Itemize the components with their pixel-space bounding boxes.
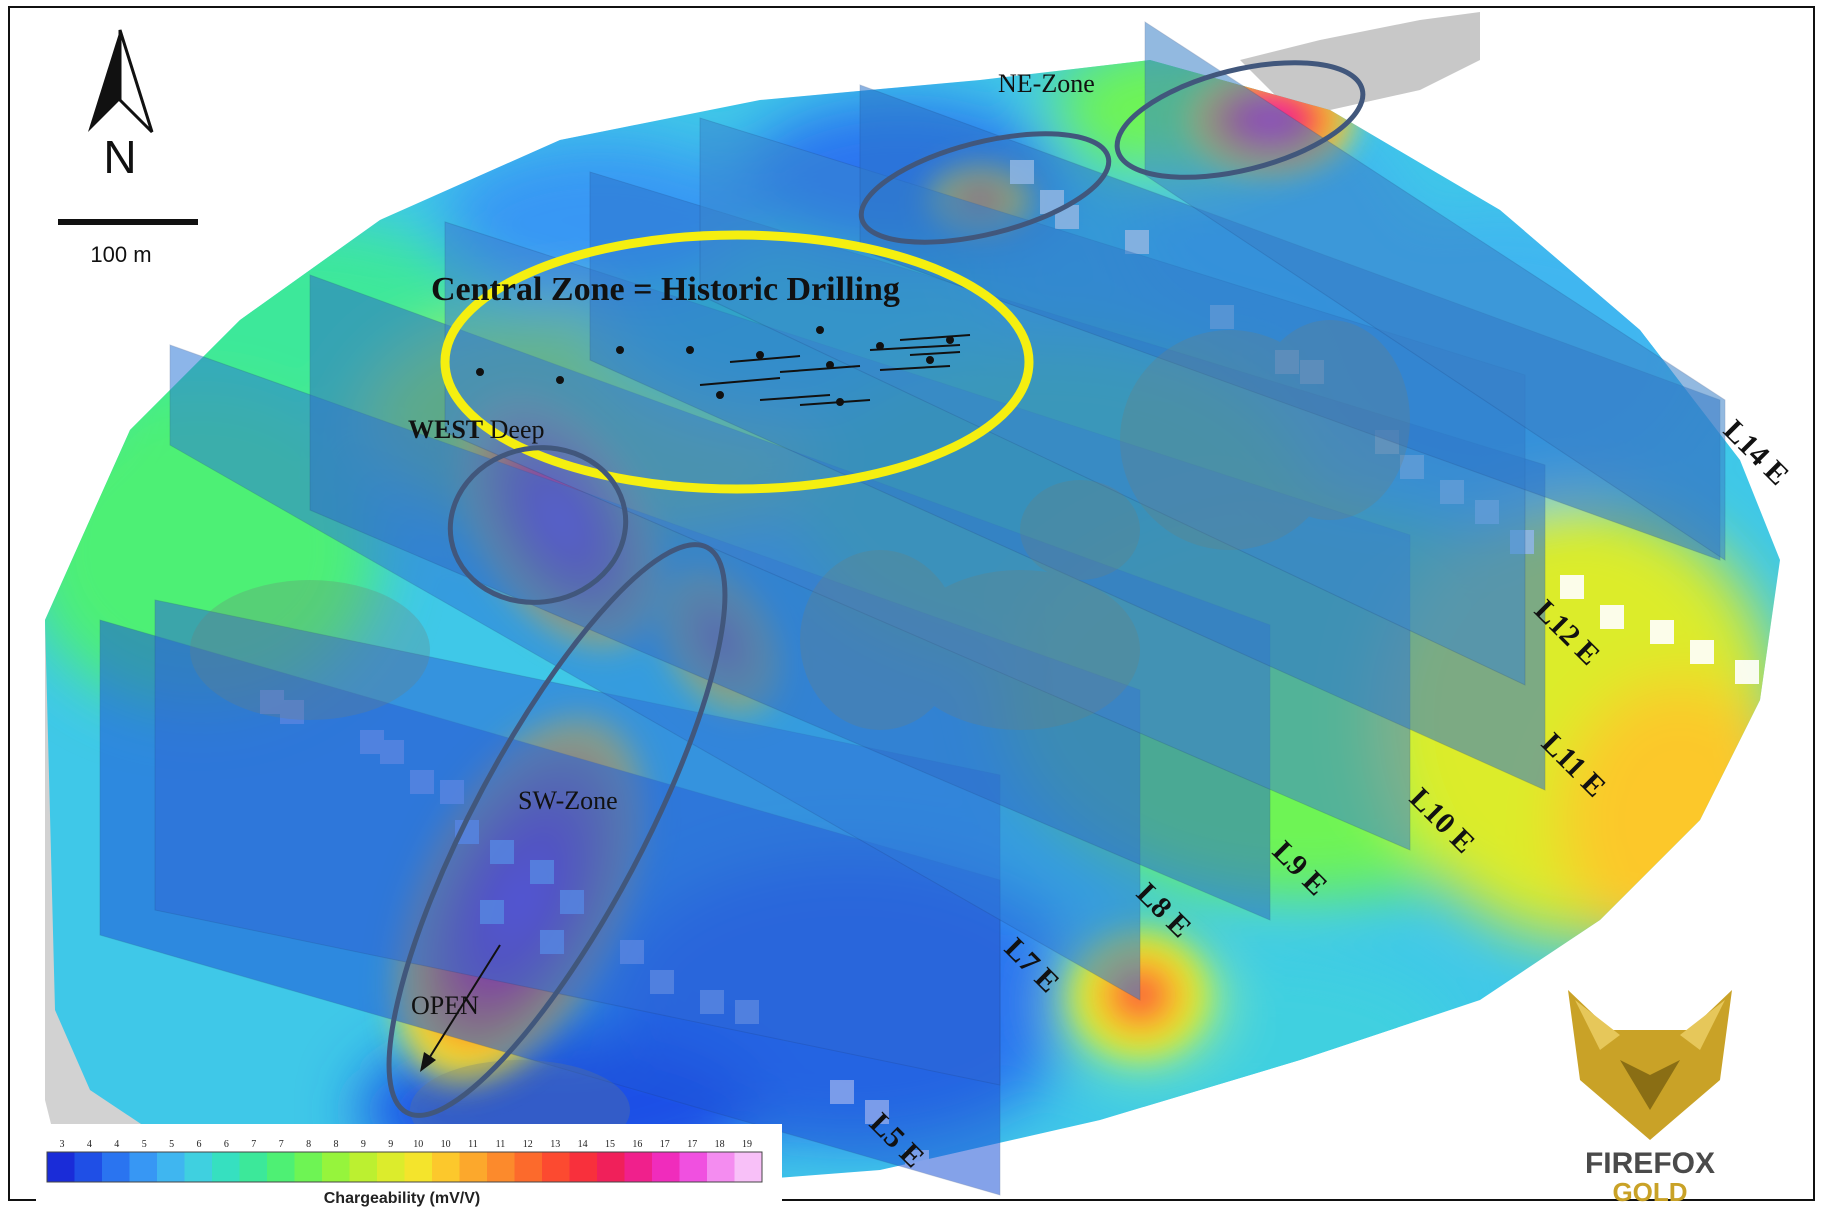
fox-emblem-icon xyxy=(1568,990,1732,1140)
legend-tick: 14 xyxy=(578,1139,588,1150)
north-arrow: N xyxy=(88,29,154,183)
legend-title: Chargeability (mV/V) xyxy=(324,1190,480,1207)
legend-swatch xyxy=(239,1152,268,1182)
legend-tick: 6 xyxy=(197,1139,202,1150)
open-label: OPEN xyxy=(411,991,479,1020)
legend-tick: 12 xyxy=(523,1139,533,1150)
legend-swatch xyxy=(404,1152,433,1182)
historic-drillholes xyxy=(476,326,971,406)
legend-tick: 8 xyxy=(306,1139,311,1150)
legend-swatch xyxy=(542,1152,570,1182)
legend-swatch xyxy=(377,1152,405,1182)
edge-square xyxy=(1650,620,1674,644)
legend-tick: 7 xyxy=(279,1139,284,1150)
firefox-gold-logo: FIREFOX GOLD xyxy=(1568,990,1732,1207)
zone-outlines xyxy=(386,60,1366,1118)
legend-swatch xyxy=(707,1152,735,1182)
legend-swatch xyxy=(432,1152,460,1182)
open-arrow xyxy=(420,944,501,1072)
edge-square xyxy=(1690,640,1714,664)
legend-swatch xyxy=(349,1152,378,1182)
legend-tick: 10 xyxy=(441,1139,451,1150)
legend-swatch xyxy=(47,1152,75,1182)
legend-swatch xyxy=(734,1152,763,1182)
legend-tick: 8 xyxy=(334,1139,339,1150)
west-deep-outline xyxy=(447,445,629,605)
ne-zone-label: NE-Zone xyxy=(998,69,1095,98)
legend-tick: 17 xyxy=(660,1139,670,1150)
legend-tick: 16 xyxy=(632,1139,642,1150)
legend-tick: 5 xyxy=(169,1139,174,1150)
west-deep-label: WEST Deep xyxy=(408,415,545,444)
legend-swatch xyxy=(569,1152,598,1182)
legend-tick: 5 xyxy=(142,1139,147,1150)
legend-swatch xyxy=(624,1152,653,1182)
legend-tick: 4 xyxy=(114,1139,119,1150)
ne-zone-outline-1 xyxy=(858,131,1112,245)
legend-swatch xyxy=(487,1152,515,1182)
legend-tick: 18 xyxy=(715,1139,725,1150)
legend-tick: 7 xyxy=(251,1139,256,1150)
legend-swatch xyxy=(322,1152,350,1182)
legend-tick: 10 xyxy=(413,1139,423,1150)
legend-swatch xyxy=(184,1152,213,1182)
scale-label: 100 m xyxy=(90,242,151,267)
north-label: N xyxy=(103,131,136,183)
legend-tick: 11 xyxy=(496,1139,506,1150)
legend-tick: 4 xyxy=(87,1139,92,1150)
sw-zone-label: SW-Zone xyxy=(518,786,618,815)
section-panels xyxy=(99,21,1726,1196)
logo-sub: GOLD xyxy=(1612,1177,1687,1207)
edge-square xyxy=(1600,605,1624,629)
legend-swatch xyxy=(74,1152,103,1182)
legend-tick: 6 xyxy=(224,1139,229,1150)
legend-swatch xyxy=(597,1152,625,1182)
edge-square xyxy=(1560,575,1584,599)
legend-swatch xyxy=(514,1152,543,1182)
legend-swatch xyxy=(652,1152,680,1182)
legend-swatch xyxy=(157,1152,185,1182)
logo-name: FIREFOX xyxy=(1585,1147,1715,1180)
legend-tick: 11 xyxy=(468,1139,478,1150)
legend-tick: 9 xyxy=(388,1139,393,1150)
scale-bar: 100 m xyxy=(58,219,198,267)
edge-square xyxy=(1735,660,1759,684)
ne-zone-outline-2 xyxy=(1114,60,1366,180)
legend-swatch xyxy=(267,1152,295,1182)
legend-swatch xyxy=(102,1152,130,1182)
legend-swatch xyxy=(294,1152,323,1182)
legend-color-bar xyxy=(46,1151,763,1183)
legend: 3 4 4 5 5 6 6 7 7 8 8 9 9 10 10 11 11 12 13 14 15 16 17 17 18 19 … xyxy=(36,1124,782,1207)
legend-tick: 9 xyxy=(361,1139,366,1150)
legend-swatch xyxy=(679,1152,708,1182)
legend-swatch xyxy=(212,1152,240,1182)
central-zone-label: Central Zone = Historic Drilling xyxy=(431,271,900,308)
legend-tick: 19 xyxy=(742,1139,752,1150)
legend-tick: 13 xyxy=(550,1139,560,1150)
legend-tick-labels: 3 4 4 5 5 6 6 7 7 8 8 9 9 10 10 11 11 12 13 14 15 16 17 17 18 19 xyxy=(60,1139,753,1150)
legend-swatch xyxy=(129,1152,158,1182)
sw-zone-outline xyxy=(386,542,728,1118)
central-zone-outline xyxy=(440,230,1034,494)
legend-tick: 15 xyxy=(605,1139,615,1150)
legend-tick: 3 xyxy=(60,1139,65,1150)
legend-tick: 17 xyxy=(687,1139,697,1150)
legend-swatch xyxy=(459,1152,488,1182)
